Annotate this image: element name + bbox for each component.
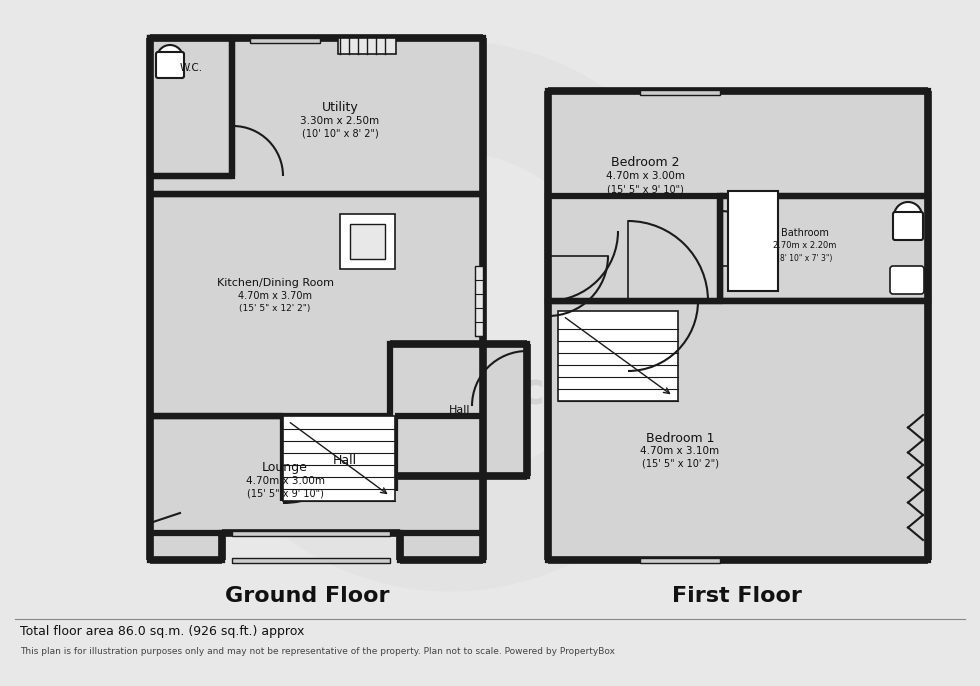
FancyBboxPatch shape [890,266,924,294]
Text: Bathroom: Bathroom [781,228,829,238]
Circle shape [894,202,922,230]
Text: (15' 5" x 9' 10"): (15' 5" x 9' 10") [247,489,323,499]
Text: (15' 5" x 12' 2"): (15' 5" x 12' 2") [239,305,311,314]
Text: First Floor: First Floor [672,586,802,606]
Bar [338,38,396,54]
Text: (15' 5" x 9' 10"): (15' 5" x 9' 10") [607,184,683,194]
Text: Hall: Hall [333,455,357,467]
Text: (8' 10" x 7' 3"): (8' 10" x 7' 3") [777,255,833,263]
Text: (10' 10" x 8' 2"): (10' 10" x 8' 2") [302,129,378,139]
FancyBboxPatch shape [893,212,923,240]
Text: Bedroom 2: Bedroom 2 [611,156,679,169]
Polygon shape [390,344,527,476]
Circle shape [157,45,183,71]
Text: 4.70m x 3.00m: 4.70m x 3.00m [606,171,684,181]
Text: (15' 5" x 10' 2"): (15' 5" x 10' 2") [642,459,718,469]
Polygon shape [150,38,483,194]
Bar [340,214,395,269]
Text: Bedroom 1: Bedroom 1 [646,431,714,445]
Polygon shape [150,38,232,176]
Text: 2.70m x 2.20m: 2.70m x 2.20m [773,241,837,250]
Text: Utility: Utility [321,102,359,115]
Bar [640,558,720,563]
Bar [232,531,390,536]
Bar [640,90,720,95]
Polygon shape [720,196,928,301]
Bar [350,224,385,259]
Text: Hall: Hall [449,405,470,415]
Bar [558,311,678,401]
Text: Manny: Manny [296,411,374,431]
Polygon shape [548,196,720,301]
Bar [283,416,395,501]
Text: This plan is for illustration purposes only and may not be representative of the: This plan is for illustration purposes o… [20,646,615,656]
Text: 4.70m x 3.70m: 4.70m x 3.70m [238,291,312,301]
Bar [232,558,390,563]
Text: 3.30m x 2.50m: 3.30m x 2.50m [301,116,379,126]
Text: Lounge: Lounge [262,462,308,475]
Text: 4.70m x 3.10m: 4.70m x 3.10m [641,446,719,456]
Text: Ground Floor: Ground Floor [224,586,389,606]
FancyBboxPatch shape [156,52,184,78]
Polygon shape [548,301,928,560]
Text: W.C.: W.C. [180,63,203,73]
Polygon shape [150,416,483,560]
Polygon shape [548,91,928,301]
Text: Klarico: Klarico [403,370,577,412]
Text: Total floor area 86.0 sq.m. (926 sq.ft.) approx: Total floor area 86.0 sq.m. (926 sq.ft.)… [20,624,305,637]
Bar [250,38,320,43]
Polygon shape [150,194,483,416]
Text: 4.70m x 3.00m: 4.70m x 3.00m [246,476,324,486]
Bar [728,191,778,291]
Text: Kitchen/Dining Room: Kitchen/Dining Room [217,278,333,288]
Bar [475,266,483,336]
